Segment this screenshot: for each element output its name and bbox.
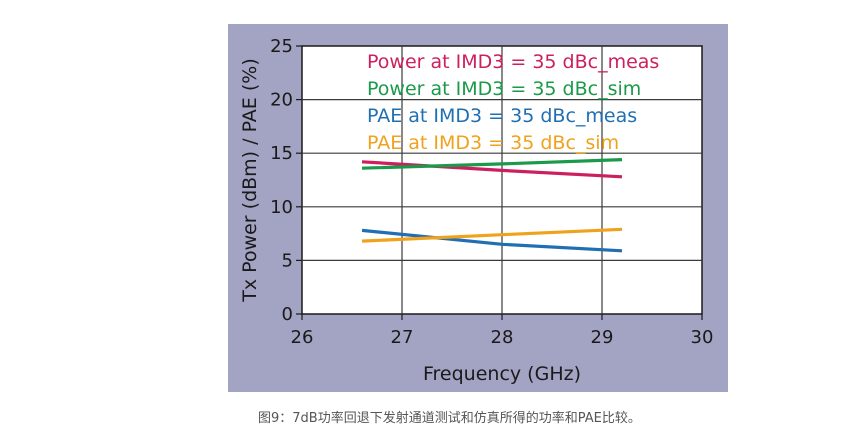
y-tick-label: 10	[270, 197, 293, 218]
x-axis-ticks: 26 27 28 29 30	[291, 314, 714, 348]
series-line-4	[361, 227, 623, 243]
y-axis-title: Tx Power (dBm) / PAE (%)	[239, 58, 261, 302]
legend-entry-4: PAE at IMD3 = 35 dBc_sim	[367, 132, 619, 154]
y-tick-label: 0	[282, 304, 293, 325]
y-tick-label: 15	[270, 143, 293, 164]
legend-entry-1: Power at IMD3 = 35 dBc_meas	[367, 51, 659, 73]
legend: Power at IMD3 = 35 dBc_meas Power at IMD3…	[367, 51, 659, 154]
legend-entry-2: Power at IMD3 = 35 dBc_sim	[367, 78, 641, 100]
x-tick-label: 29	[591, 327, 614, 348]
x-tick-label: 27	[391, 327, 414, 348]
series-line-1	[361, 160, 623, 179]
series-line-3	[361, 228, 623, 253]
x-tick-label: 26	[291, 327, 314, 348]
y-tick-label: 20	[270, 90, 293, 111]
grid-lines	[302, 46, 702, 314]
y-tick-label: 5	[282, 250, 293, 271]
series-line-2	[361, 158, 623, 170]
legend-entry-3: PAE at IMD3 = 35 dBc_meas	[367, 105, 637, 127]
chart-figure: 0 5 10 15 20 25 26 27 28 29 30 Power at IMD3 = 35…	[228, 24, 728, 392]
figure-caption: 图9：7dB功率回退下发射通道测试和仿真所得的功率和PAE比较。	[258, 411, 641, 426]
x-tick-label: 28	[491, 327, 514, 348]
line-chart: 0 5 10 15 20 25 26 27 28 29 30 Power at IMD3 = 35…	[239, 36, 714, 385]
y-axis-ticks: 0 5 10 15 20 25	[270, 36, 302, 325]
series-lines	[361, 158, 623, 253]
x-axis-title: Frequency (GHz)	[423, 363, 581, 385]
x-tick-label: 30	[691, 327, 714, 348]
y-tick-label: 25	[270, 36, 293, 57]
